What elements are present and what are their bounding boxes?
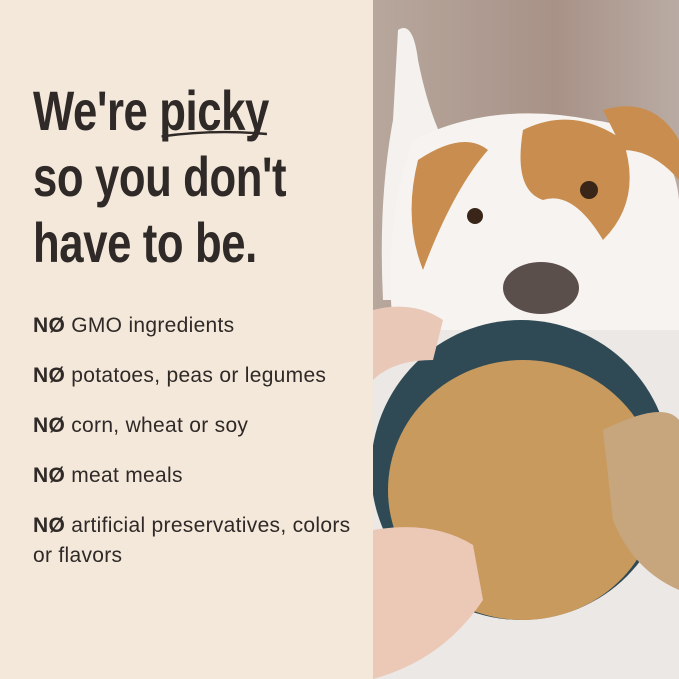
no-label: NØ bbox=[33, 414, 66, 437]
no-label: NØ bbox=[33, 464, 66, 487]
dog-ear-left bbox=[411, 142, 488, 270]
item-text: potatoes, peas or legumes bbox=[65, 364, 327, 387]
headline-line-1: We're picky bbox=[33, 78, 361, 144]
list-item: NØ meat meals bbox=[33, 461, 353, 491]
underline-stroke bbox=[161, 130, 267, 138]
dog-food-photo bbox=[373, 0, 679, 679]
dog-and-bowl-illustration bbox=[373, 28, 679, 679]
headline-emphasis: picky bbox=[159, 78, 269, 144]
dog-eye-left bbox=[467, 208, 483, 224]
item-text: meat meals bbox=[65, 464, 183, 487]
item-text: corn, wheat or soy bbox=[65, 414, 249, 437]
no-label: NØ bbox=[33, 314, 66, 337]
headline: We're picky so you don't have to be. bbox=[33, 78, 361, 276]
scoop bbox=[603, 412, 679, 590]
dog-ear-right bbox=[603, 106, 679, 180]
hand-top bbox=[373, 306, 443, 380]
item-text: artificial preservatives, colors or flav… bbox=[33, 514, 351, 567]
dog-patch bbox=[520, 119, 630, 240]
list-item: NØ potatoes, peas or legumes bbox=[33, 361, 353, 391]
no-label: NØ bbox=[33, 364, 66, 387]
dog-nose bbox=[503, 262, 579, 314]
headline-line-2: so you don't bbox=[33, 145, 287, 208]
list-item: NØ GMO ingredients bbox=[33, 311, 353, 341]
text-panel: We're picky so you don't have to be. NØ … bbox=[33, 78, 361, 591]
exclusions-list: NØ GMO ingredients NØ potatoes, peas or … bbox=[33, 311, 353, 591]
dog-eye-right bbox=[580, 181, 598, 199]
headline-line-3: have to be. bbox=[33, 211, 257, 274]
item-text: GMO ingredients bbox=[65, 314, 235, 337]
list-item: NØ corn, wheat or soy bbox=[33, 411, 353, 441]
headline-text: We're bbox=[33, 79, 160, 142]
list-item: NØ artificial preservatives, colors or f… bbox=[33, 511, 353, 571]
no-label: NØ bbox=[33, 514, 66, 537]
hand-bottom bbox=[373, 527, 483, 679]
